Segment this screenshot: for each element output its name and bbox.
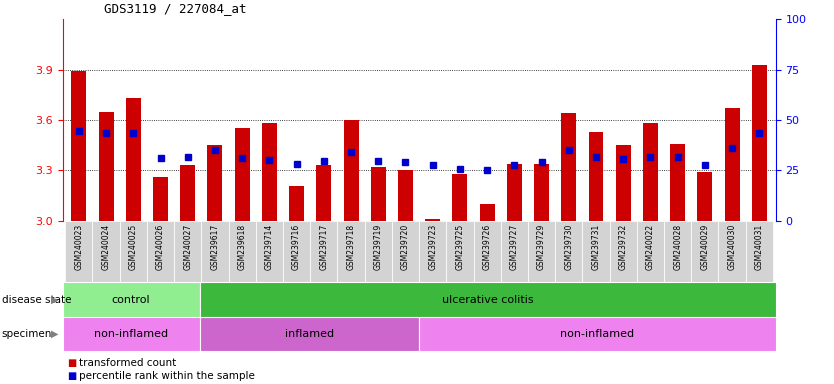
Text: GSM239732: GSM239732 xyxy=(619,224,628,270)
Bar xyxy=(364,221,392,282)
Bar xyxy=(371,167,386,221)
Text: GSM239719: GSM239719 xyxy=(374,224,383,270)
Text: ▶: ▶ xyxy=(51,329,58,339)
Bar xyxy=(474,221,500,282)
Bar xyxy=(718,221,746,282)
Bar xyxy=(93,221,120,282)
Bar xyxy=(199,317,420,351)
Bar xyxy=(174,221,201,282)
Text: GSM239723: GSM239723 xyxy=(428,224,437,270)
Bar xyxy=(528,221,555,282)
Bar xyxy=(316,166,331,221)
Text: GSM239720: GSM239720 xyxy=(401,224,410,270)
Text: GSM239729: GSM239729 xyxy=(537,224,546,270)
Text: specimen: specimen xyxy=(2,329,52,339)
Text: ■: ■ xyxy=(67,371,76,381)
Bar xyxy=(452,174,467,221)
Text: non-inflamed: non-inflamed xyxy=(560,329,635,339)
Text: disease state: disease state xyxy=(2,295,71,305)
Bar xyxy=(147,221,174,282)
Bar xyxy=(507,164,522,221)
Text: ■: ■ xyxy=(67,358,76,368)
Text: GSM239716: GSM239716 xyxy=(292,224,301,270)
Text: GSM240025: GSM240025 xyxy=(128,224,138,270)
Text: GSM239730: GSM239730 xyxy=(565,224,573,270)
Bar xyxy=(637,221,664,282)
Text: GSM239725: GSM239725 xyxy=(455,224,465,270)
Bar xyxy=(691,221,718,282)
Text: non-inflamed: non-inflamed xyxy=(94,329,168,339)
Bar xyxy=(751,65,766,221)
Bar xyxy=(419,221,446,282)
Text: GSM240024: GSM240024 xyxy=(102,224,111,270)
Text: GSM239731: GSM239731 xyxy=(591,224,600,270)
Bar xyxy=(153,177,168,221)
Bar xyxy=(534,164,549,221)
Bar xyxy=(697,172,712,221)
Bar xyxy=(664,221,691,282)
Bar xyxy=(201,221,229,282)
Bar xyxy=(262,123,277,221)
Bar xyxy=(63,282,199,317)
Bar xyxy=(72,71,87,221)
Bar xyxy=(256,221,283,282)
Text: GSM239617: GSM239617 xyxy=(210,224,219,270)
Bar xyxy=(398,170,413,221)
Bar xyxy=(338,221,364,282)
Text: GSM240028: GSM240028 xyxy=(673,224,682,270)
Bar xyxy=(425,219,440,221)
Bar xyxy=(500,221,528,282)
Bar xyxy=(746,221,773,282)
Text: GSM239618: GSM239618 xyxy=(238,224,247,270)
Text: GSM240027: GSM240027 xyxy=(183,224,193,270)
Bar xyxy=(555,221,582,282)
Text: GSM240023: GSM240023 xyxy=(74,224,83,270)
Bar xyxy=(234,128,249,221)
Bar xyxy=(289,185,304,221)
Bar xyxy=(446,221,474,282)
Text: GSM239717: GSM239717 xyxy=(319,224,329,270)
Bar xyxy=(120,221,147,282)
Bar xyxy=(98,112,113,221)
Text: GSM240026: GSM240026 xyxy=(156,224,165,270)
Text: GSM239718: GSM239718 xyxy=(347,224,355,270)
Text: GSM240022: GSM240022 xyxy=(646,224,655,270)
Bar xyxy=(561,113,576,221)
Text: GSM240031: GSM240031 xyxy=(755,224,764,270)
Bar xyxy=(725,108,740,221)
Text: control: control xyxy=(112,295,150,305)
Text: ▶: ▶ xyxy=(51,295,58,305)
Bar xyxy=(180,166,195,221)
Text: GSM240030: GSM240030 xyxy=(727,224,736,270)
Text: GSM240029: GSM240029 xyxy=(701,224,710,270)
Text: GSM239714: GSM239714 xyxy=(265,224,274,270)
Bar xyxy=(420,317,776,351)
Bar xyxy=(615,145,631,221)
Bar xyxy=(480,204,495,221)
Text: GDS3119 / 227084_at: GDS3119 / 227084_at xyxy=(104,2,247,15)
Bar xyxy=(392,221,419,282)
Bar xyxy=(229,221,256,282)
Text: percentile rank within the sample: percentile rank within the sample xyxy=(79,371,255,381)
Bar xyxy=(671,144,685,221)
Bar xyxy=(310,221,338,282)
Bar xyxy=(63,317,199,351)
Text: transformed count: transformed count xyxy=(79,358,177,368)
Bar xyxy=(283,221,310,282)
Bar xyxy=(208,145,223,221)
Bar xyxy=(344,120,359,221)
Text: inflamed: inflamed xyxy=(285,329,334,339)
Bar xyxy=(610,221,637,282)
Bar xyxy=(65,221,93,282)
Bar xyxy=(582,221,610,282)
Bar xyxy=(643,123,658,221)
Bar xyxy=(126,98,141,221)
Bar xyxy=(589,132,604,221)
Bar xyxy=(199,282,776,317)
Text: ulcerative colitis: ulcerative colitis xyxy=(442,295,534,305)
Text: GSM239726: GSM239726 xyxy=(483,224,491,270)
Text: GSM239727: GSM239727 xyxy=(510,224,519,270)
